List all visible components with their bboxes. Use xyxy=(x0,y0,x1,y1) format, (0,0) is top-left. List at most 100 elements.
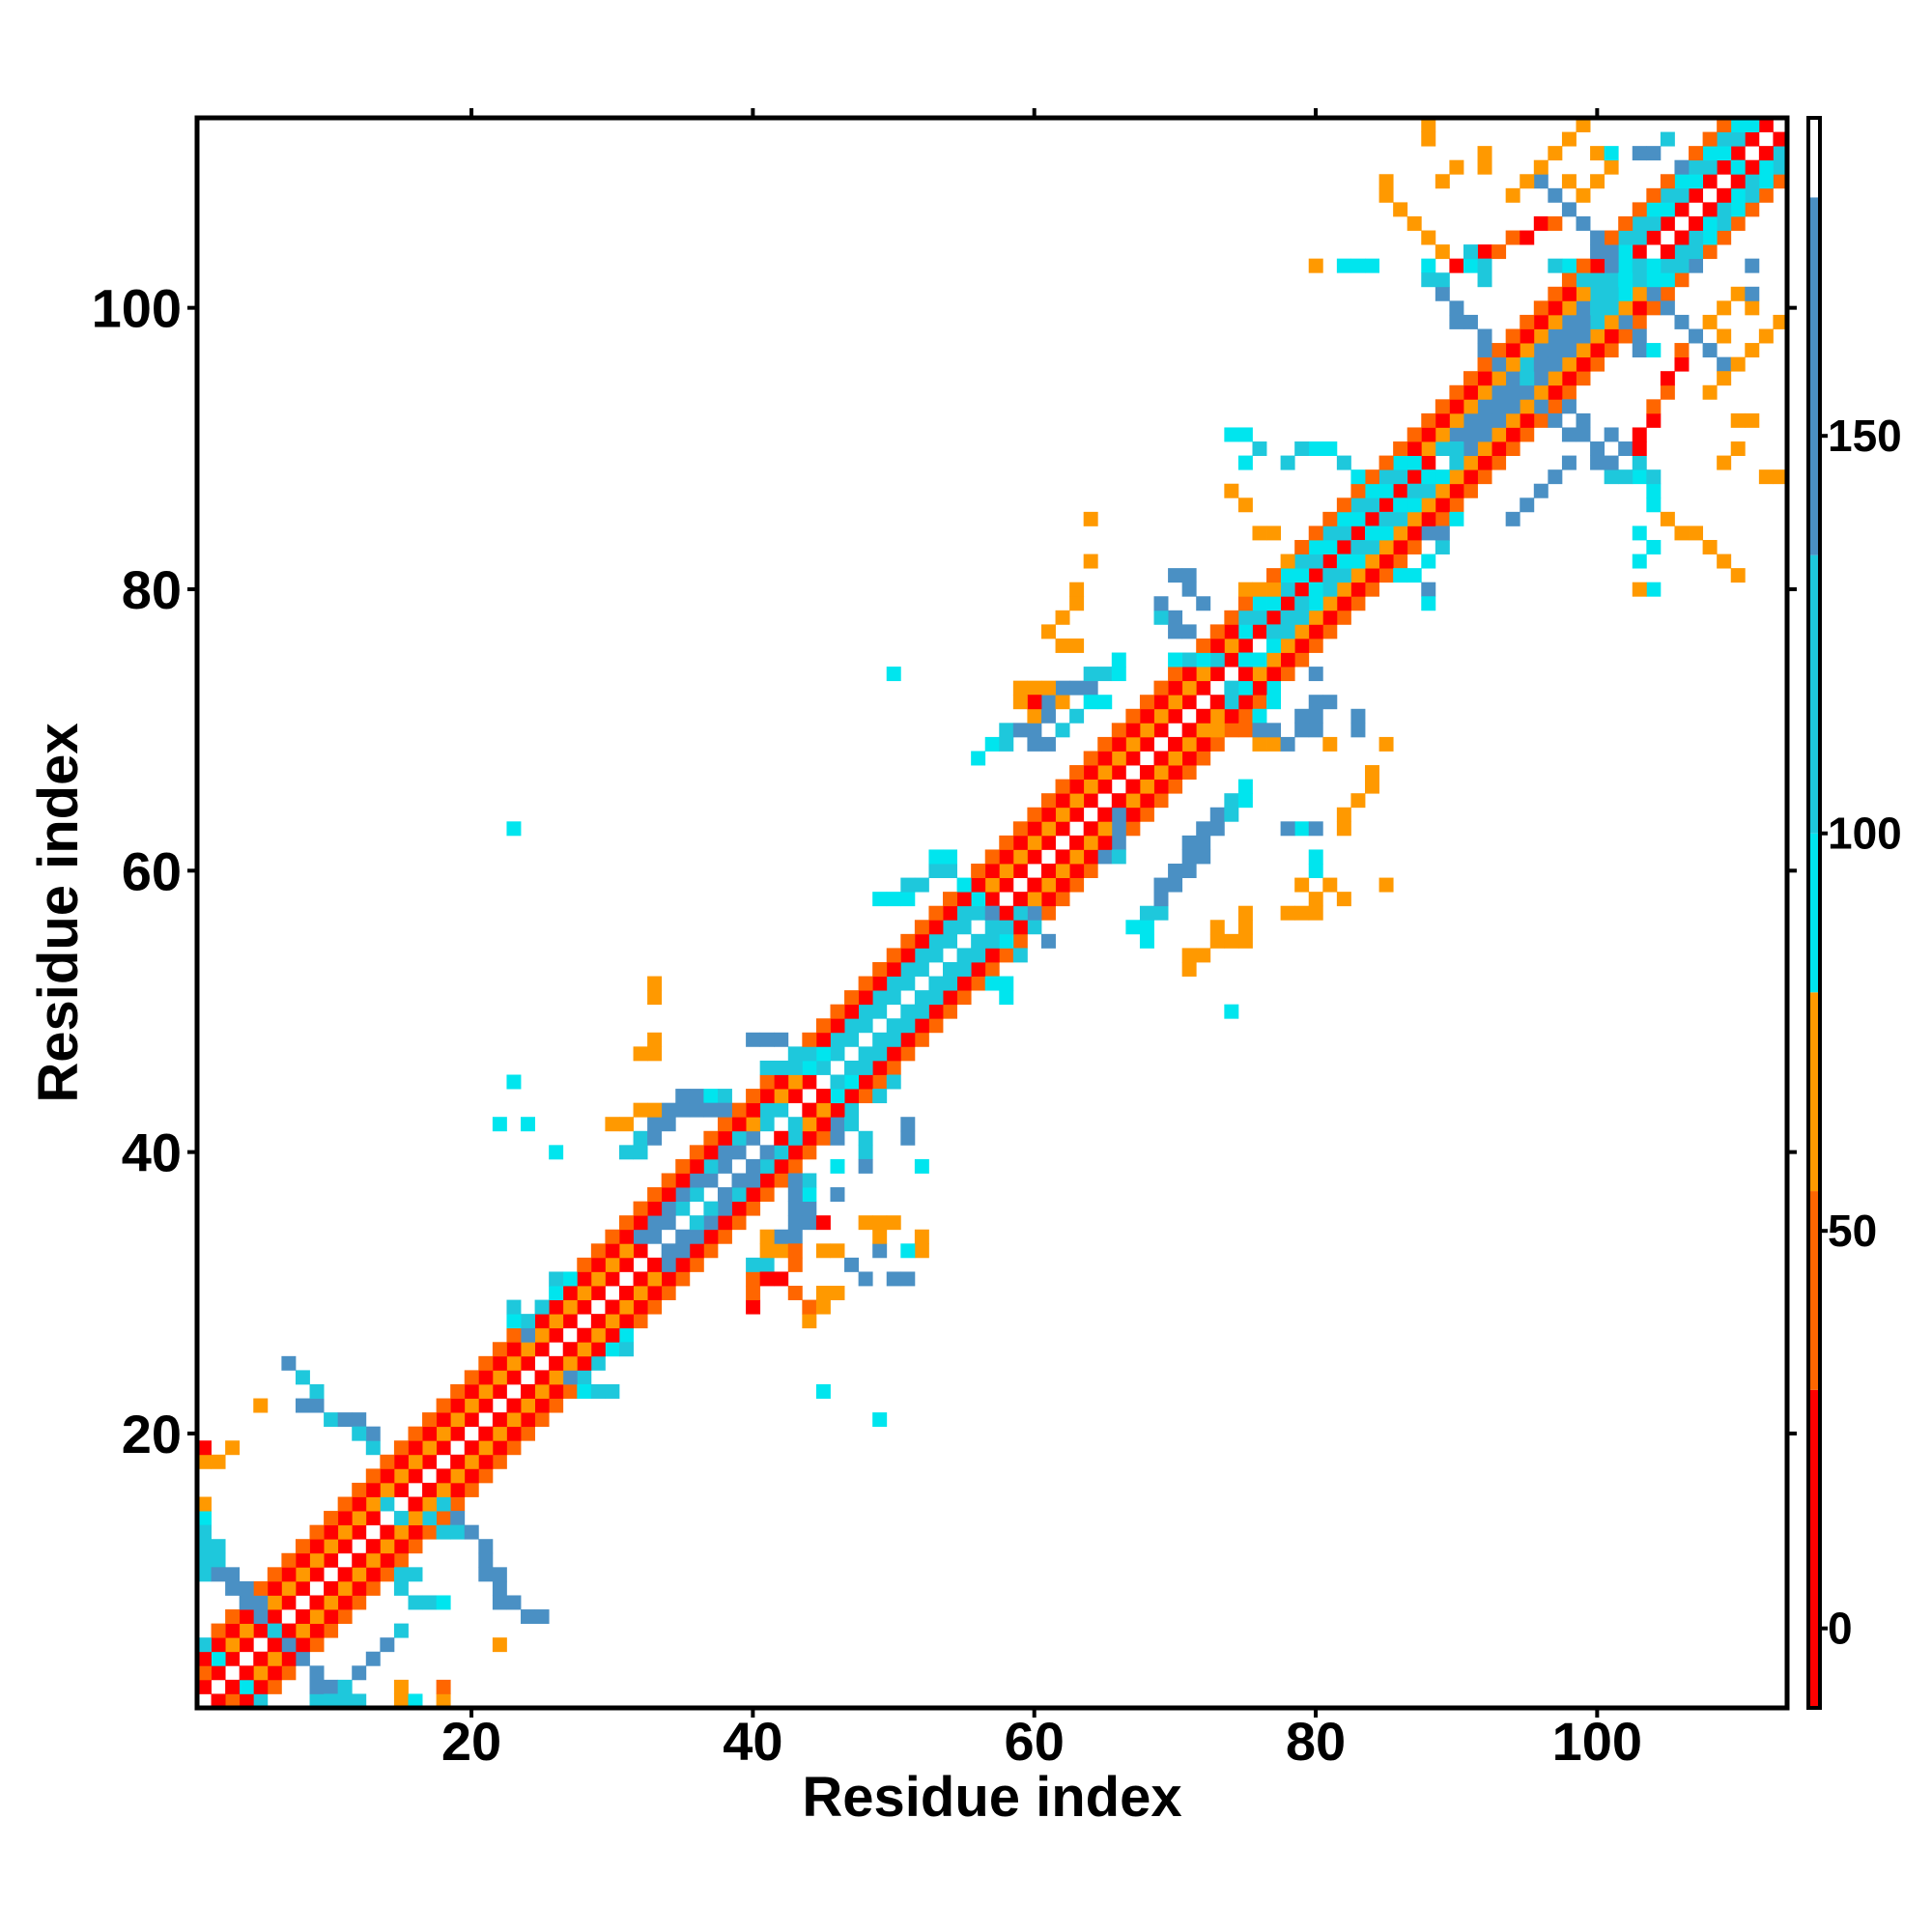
heatmap-cell xyxy=(759,1271,775,1287)
heatmap-cell xyxy=(1674,343,1690,358)
heatmap-cell xyxy=(1421,118,1436,132)
heatmap-cell xyxy=(1632,258,1647,273)
heatmap-cell xyxy=(1168,568,1183,583)
heatmap-cell xyxy=(1435,483,1450,498)
heatmap-cell xyxy=(830,1018,845,1034)
heatmap-cell xyxy=(281,1665,297,1681)
heatmap-cell xyxy=(1139,905,1154,921)
heatmap-cell xyxy=(886,1215,901,1231)
heatmap-cell xyxy=(506,1426,522,1441)
heatmap-cell xyxy=(380,1637,395,1653)
heatmap-cell xyxy=(577,1370,592,1385)
heatmap-cell xyxy=(1449,159,1464,175)
heatmap-cell xyxy=(1520,328,1535,344)
heatmap-cell xyxy=(380,1468,395,1484)
heatmap-cell xyxy=(1097,765,1113,781)
heatmap-cell xyxy=(1209,708,1225,724)
heatmap-cell xyxy=(703,1243,719,1259)
heatmap-cell xyxy=(1533,314,1548,329)
heatmap-cell xyxy=(1576,427,1591,442)
heatmap-cell xyxy=(1365,511,1379,526)
heatmap-cell xyxy=(759,1032,775,1047)
heatmap-cell xyxy=(1040,793,1056,809)
heatmap-cell xyxy=(1561,371,1577,386)
heatmap-cell xyxy=(1505,328,1520,344)
heatmap-cell xyxy=(1533,159,1548,175)
heatmap-cell xyxy=(1674,526,1690,541)
heatmap-cell xyxy=(1646,343,1662,358)
heatmap-cell xyxy=(1449,511,1464,526)
heatmap-cell xyxy=(605,1327,620,1343)
heatmap-cell xyxy=(1294,610,1310,625)
heatmap-cell xyxy=(478,1567,494,1582)
heatmap-cell xyxy=(590,1243,606,1259)
heatmap-cell xyxy=(1492,441,1507,456)
heatmap-cell xyxy=(324,1524,339,1540)
heatmap-cell xyxy=(971,864,986,878)
heatmap-cell xyxy=(1463,469,1478,485)
heatmap-cell xyxy=(225,1679,241,1694)
heatmap-cell xyxy=(1168,751,1183,766)
heatmap-cell xyxy=(562,1271,578,1287)
heatmap-cell xyxy=(633,1271,648,1287)
heatmap-cell xyxy=(787,1117,803,1132)
heatmap-cell xyxy=(1181,582,1197,597)
heatmap-cell xyxy=(1069,765,1085,781)
heatmap-cell xyxy=(1280,736,1295,752)
heatmap-cell xyxy=(309,1524,325,1540)
heatmap-cell xyxy=(1350,469,1366,485)
heatmap-cell xyxy=(1181,568,1197,583)
heatmap-cell xyxy=(956,961,972,977)
heatmap-cell xyxy=(324,1679,339,1694)
heatmap-cell xyxy=(1730,146,1746,161)
heatmap-cell xyxy=(267,1651,282,1666)
heatmap-cell xyxy=(1492,244,1507,260)
heatmap-cell xyxy=(506,1074,522,1090)
heatmap-cell xyxy=(521,1426,535,1441)
heatmap-cell xyxy=(309,1693,325,1709)
heatmap-cell xyxy=(1378,511,1394,526)
heatmap-cell xyxy=(197,1539,212,1554)
heatmap-cell xyxy=(295,1370,310,1385)
heatmap-cell xyxy=(1153,708,1169,724)
heatmap-cell xyxy=(999,723,1014,738)
heatmap-cell xyxy=(787,1257,803,1272)
heatmap-cell xyxy=(436,1412,451,1428)
heatmap-cell xyxy=(633,1314,648,1329)
heatmap-cell xyxy=(1561,455,1577,470)
heatmap-cell xyxy=(1393,469,1408,485)
heatmap-cell xyxy=(1153,877,1169,893)
heatmap-cell xyxy=(1406,539,1422,554)
heatmap-cell xyxy=(1505,343,1520,358)
heatmap-cell xyxy=(1773,174,1788,189)
y-tick-label: 80 xyxy=(122,559,182,620)
colorbar: 0 50 100 150 xyxy=(1806,116,1902,1710)
heatmap-cell xyxy=(858,1158,873,1174)
heatmap-cell xyxy=(1280,667,1295,682)
heatmap-cell xyxy=(774,1158,789,1174)
heatmap-cell xyxy=(1561,300,1577,316)
heatmap-cell xyxy=(1393,202,1408,217)
heatmap-cell xyxy=(1209,807,1225,822)
heatmap-cell xyxy=(365,1580,381,1596)
heatmap-cell xyxy=(1237,695,1253,710)
heatmap-cell xyxy=(1252,736,1267,752)
heatmap-cell xyxy=(900,1032,916,1047)
heatmap-cell xyxy=(478,1468,494,1484)
heatmap-cell xyxy=(872,990,888,1006)
heatmap-cell xyxy=(943,990,957,1006)
heatmap-cell xyxy=(1548,314,1563,329)
heatmap-cell xyxy=(1632,272,1647,288)
heatmap-cell xyxy=(1689,215,1704,231)
heatmap-cell xyxy=(365,1440,381,1456)
heatmap-cell xyxy=(225,1609,241,1625)
heatmap-cell xyxy=(1012,849,1028,865)
heatmap-cell xyxy=(1702,174,1718,189)
heatmap-cell xyxy=(267,1679,282,1694)
heatmap-cell xyxy=(1111,736,1126,752)
heatmap-cell xyxy=(647,1187,663,1203)
heatmap-cell xyxy=(731,1201,747,1216)
colorbar-frame xyxy=(1806,116,1822,1710)
heatmap-cell xyxy=(1280,582,1295,597)
heatmap-cell xyxy=(1632,244,1647,260)
